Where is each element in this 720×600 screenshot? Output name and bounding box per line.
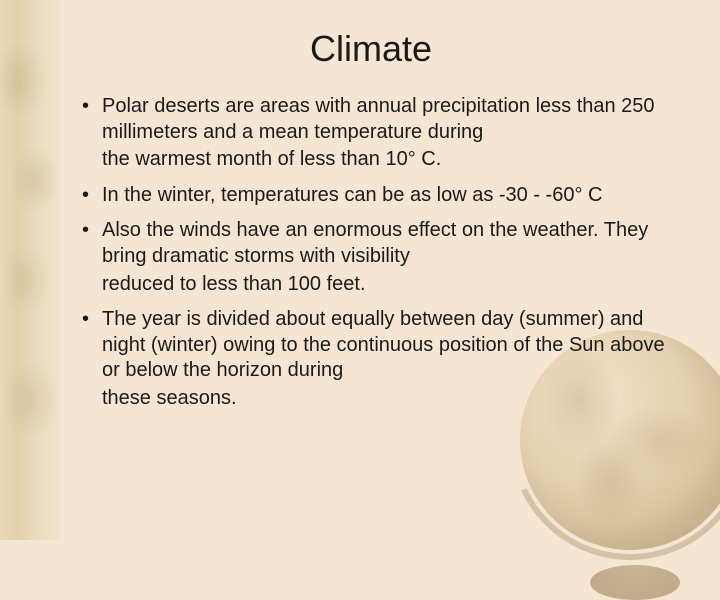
bullet-text: Also the winds have an enormous effect o… [102, 219, 648, 267]
bullet-trail: reduced to less than 100 feet. [102, 272, 666, 298]
bullet-trail: the warmest month of less than 10° C. [102, 147, 666, 173]
bullet-text: In the winter, temperatures can be as lo… [102, 184, 602, 206]
bullet-text: Polar deserts are areas with annual prec… [102, 95, 655, 143]
list-item: Polar deserts are areas with annual prec… [76, 94, 666, 173]
slide-content: Climate Polar deserts are areas with ann… [0, 0, 720, 442]
slide-title: Climate [76, 28, 666, 70]
list-item: The year is divided about equally betwee… [76, 307, 666, 411]
list-item: Also the winds have an enormous effect o… [76, 218, 666, 297]
bullet-text: The year is divided about equally betwee… [102, 308, 665, 381]
bullet-list: Polar deserts are areas with annual prec… [76, 94, 666, 412]
list-item: In the winter, temperatures can be as lo… [76, 183, 666, 209]
bullet-trail: these seasons. [102, 386, 666, 412]
